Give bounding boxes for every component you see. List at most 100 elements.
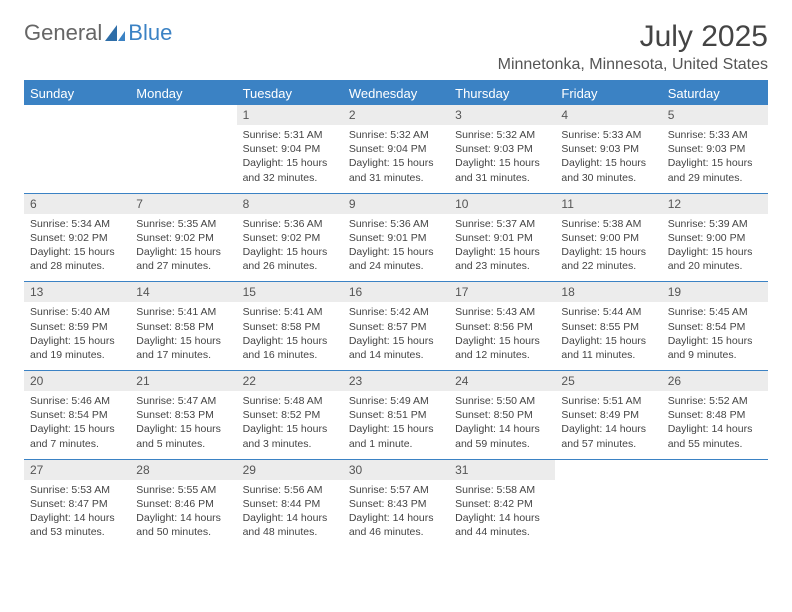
calendar-cell: 22Sunrise: 5:48 AMSunset: 8:52 PMDayligh…: [237, 371, 343, 460]
day-content: Sunrise: 5:42 AMSunset: 8:57 PMDaylight:…: [343, 302, 449, 370]
daylight-text: Daylight: 15 hours and 5 minutes.: [136, 422, 230, 450]
day-number: 28: [130, 460, 236, 480]
day-number: 15: [237, 282, 343, 302]
sunset-text: Sunset: 9:01 PM: [349, 231, 443, 245]
calendar-week: ....1Sunrise: 5:31 AMSunset: 9:04 PMDayl…: [24, 105, 768, 193]
sunset-text: Sunset: 8:44 PM: [243, 497, 337, 511]
calendar-cell: 10Sunrise: 5:37 AMSunset: 9:01 PMDayligh…: [449, 193, 555, 282]
sunset-text: Sunset: 9:04 PM: [243, 142, 337, 156]
day-content: Sunrise: 5:48 AMSunset: 8:52 PMDaylight:…: [237, 391, 343, 459]
calendar-cell: 9Sunrise: 5:36 AMSunset: 9:01 PMDaylight…: [343, 193, 449, 282]
sunset-text: Sunset: 9:04 PM: [349, 142, 443, 156]
column-header: Sunday: [24, 82, 130, 105]
day-content: Sunrise: 5:44 AMSunset: 8:55 PMDaylight:…: [555, 302, 661, 370]
day-number: 17: [449, 282, 555, 302]
calendar-cell: 12Sunrise: 5:39 AMSunset: 9:00 PMDayligh…: [662, 193, 768, 282]
sunset-text: Sunset: 8:57 PM: [349, 320, 443, 334]
sunrise-text: Sunrise: 5:36 AM: [243, 217, 337, 231]
daylight-text: Daylight: 15 hours and 24 minutes.: [349, 245, 443, 273]
daylight-text: Daylight: 14 hours and 50 minutes.: [136, 511, 230, 539]
day-number: 20: [24, 371, 130, 391]
day-content: Sunrise: 5:33 AMSunset: 9:03 PMDaylight:…: [662, 125, 768, 193]
day-content: Sunrise: 5:36 AMSunset: 9:02 PMDaylight:…: [237, 214, 343, 282]
day-content: Sunrise: 5:46 AMSunset: 8:54 PMDaylight:…: [24, 391, 130, 459]
day-content: Sunrise: 5:58 AMSunset: 8:42 PMDaylight:…: [449, 480, 555, 548]
day-content: Sunrise: 5:53 AMSunset: 8:47 PMDaylight:…: [24, 480, 130, 548]
daylight-text: Daylight: 15 hours and 17 minutes.: [136, 334, 230, 362]
location-text: Minnetonka, Minnesota, United States: [498, 56, 768, 74]
daylight-text: Daylight: 15 hours and 7 minutes.: [30, 422, 124, 450]
sunset-text: Sunset: 8:54 PM: [668, 320, 762, 334]
sunrise-text: Sunrise: 5:49 AM: [349, 394, 443, 408]
day-number: 11: [555, 194, 661, 214]
calendar-cell: ..: [24, 105, 130, 193]
sunrise-text: Sunrise: 5:43 AM: [455, 305, 549, 319]
day-number: 21: [130, 371, 236, 391]
day-number: 4: [555, 105, 661, 125]
header: General Blue July 2025 Minnetonka, Minne…: [24, 20, 768, 74]
day-number: 5: [662, 105, 768, 125]
sunset-text: Sunset: 9:02 PM: [30, 231, 124, 245]
calendar-cell: 6Sunrise: 5:34 AMSunset: 9:02 PMDaylight…: [24, 193, 130, 282]
calendar-cell: 20Sunrise: 5:46 AMSunset: 8:54 PMDayligh…: [24, 371, 130, 460]
sunset-text: Sunset: 8:58 PM: [136, 320, 230, 334]
day-number: 23: [343, 371, 449, 391]
day-content: Sunrise: 5:41 AMSunset: 8:58 PMDaylight:…: [237, 302, 343, 370]
column-header: Thursday: [449, 82, 555, 105]
calendar-cell: 7Sunrise: 5:35 AMSunset: 9:02 PMDaylight…: [130, 193, 236, 282]
column-header: Monday: [130, 82, 236, 105]
sunset-text: Sunset: 8:46 PM: [136, 497, 230, 511]
daylight-text: Daylight: 15 hours and 9 minutes.: [668, 334, 762, 362]
day-number: 10: [449, 194, 555, 214]
calendar-week: 6Sunrise: 5:34 AMSunset: 9:02 PMDaylight…: [24, 193, 768, 282]
day-number: 19: [662, 282, 768, 302]
sunrise-text: Sunrise: 5:32 AM: [455, 128, 549, 142]
day-number: 12: [662, 194, 768, 214]
sunset-text: Sunset: 8:48 PM: [668, 408, 762, 422]
day-number: 16: [343, 282, 449, 302]
daylight-text: Daylight: 15 hours and 26 minutes.: [243, 245, 337, 273]
sunset-text: Sunset: 9:03 PM: [455, 142, 549, 156]
day-number: 8: [237, 194, 343, 214]
sunrise-text: Sunrise: 5:37 AM: [455, 217, 549, 231]
sunset-text: Sunset: 8:47 PM: [30, 497, 124, 511]
day-content: Sunrise: 5:51 AMSunset: 8:49 PMDaylight:…: [555, 391, 661, 459]
day-content: Sunrise: 5:52 AMSunset: 8:48 PMDaylight:…: [662, 391, 768, 459]
calendar-cell: 13Sunrise: 5:40 AMSunset: 8:59 PMDayligh…: [24, 282, 130, 371]
brand-logo: General Blue: [24, 20, 172, 46]
day-number: 14: [130, 282, 236, 302]
brand-part2: Blue: [128, 20, 172, 46]
day-content: Sunrise: 5:40 AMSunset: 8:59 PMDaylight:…: [24, 302, 130, 370]
sunrise-text: Sunrise: 5:35 AM: [136, 217, 230, 231]
sunrise-text: Sunrise: 5:45 AM: [668, 305, 762, 319]
day-number: 30: [343, 460, 449, 480]
sunrise-text: Sunrise: 5:31 AM: [243, 128, 337, 142]
day-content: Sunrise: 5:56 AMSunset: 8:44 PMDaylight:…: [237, 480, 343, 548]
calendar-cell: 18Sunrise: 5:44 AMSunset: 8:55 PMDayligh…: [555, 282, 661, 371]
calendar-cell: 14 Sunrise: 5:41 AMSunset: 8:58 PMDayligh…: [130, 282, 236, 371]
daylight-text: Daylight: 15 hours and 16 minutes.: [243, 334, 337, 362]
day-number: 2: [343, 105, 449, 125]
daylight-text: Daylight: 15 hours and 12 minutes.: [455, 334, 549, 362]
sunrise-text: Sunrise: 5:51 AM: [561, 394, 655, 408]
day-content: Sunrise: 5:32 AMSunset: 9:03 PMDaylight:…: [449, 125, 555, 193]
day-number: 24: [449, 371, 555, 391]
calendar-header-row: SundayMondayTuesdayWednesdayThursdayFrid…: [24, 82, 768, 105]
day-number: 29: [237, 460, 343, 480]
sunrise-text: Sunrise: 5:41 AM: [136, 305, 230, 319]
sunrise-text: Sunrise: 5:57 AM: [349, 483, 443, 497]
daylight-text: Daylight: 14 hours and 59 minutes.: [455, 422, 549, 450]
day-content: Sunrise: 5:57 AMSunset: 8:43 PMDaylight:…: [343, 480, 449, 548]
calendar-cell: 8Sunrise: 5:36 AMSunset: 9:02 PMDaylight…: [237, 193, 343, 282]
calendar-cell: 17Sunrise: 5:43 AMSunset: 8:56 PMDayligh…: [449, 282, 555, 371]
daylight-text: Daylight: 15 hours and 22 minutes.: [561, 245, 655, 273]
day-number: 13: [24, 282, 130, 302]
day-content: Sunrise: 5:43 AMSunset: 8:56 PMDaylight:…: [449, 302, 555, 370]
daylight-text: Daylight: 14 hours and 46 minutes.: [349, 511, 443, 539]
calendar-cell: 5Sunrise: 5:33 AMSunset: 9:03 PMDaylight…: [662, 105, 768, 193]
day-content: Sunrise: 5:37 AMSunset: 9:01 PMDaylight:…: [449, 214, 555, 282]
calendar-cell: 2Sunrise: 5:32 AMSunset: 9:04 PMDaylight…: [343, 105, 449, 193]
sunset-text: Sunset: 8:54 PM: [30, 408, 124, 422]
daylight-text: Daylight: 15 hours and 28 minutes.: [30, 245, 124, 273]
day-number: 18: [555, 282, 661, 302]
